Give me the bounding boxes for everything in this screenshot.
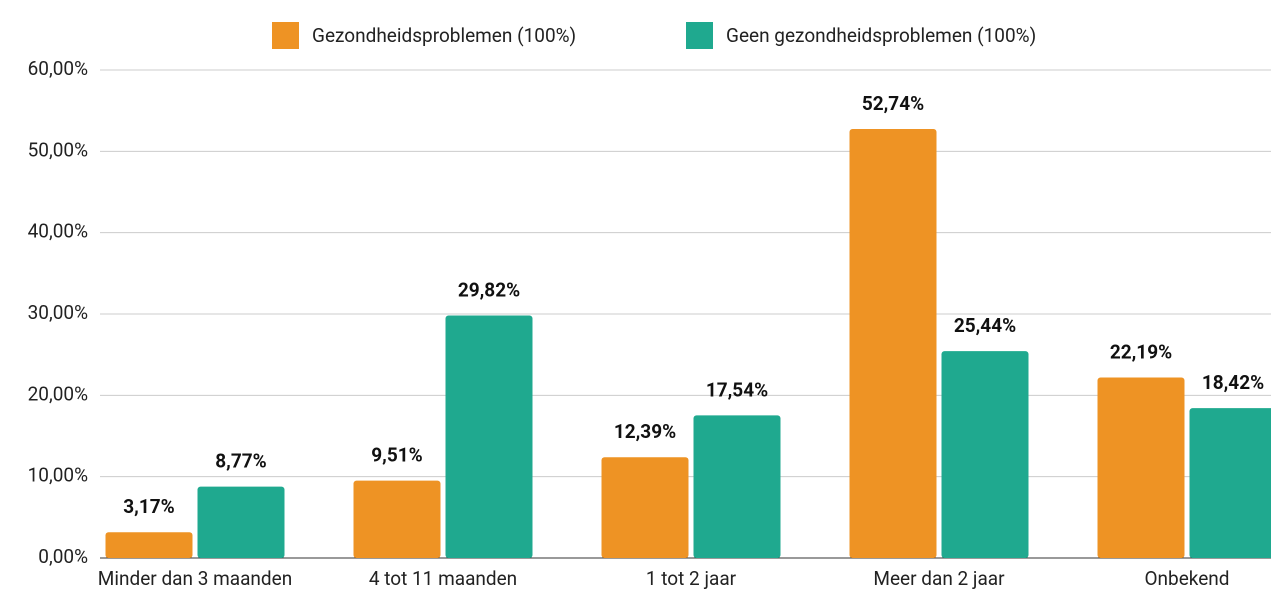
legend-swatch: [686, 22, 713, 49]
data-label: 12,39%: [614, 420, 676, 443]
bar: [445, 315, 533, 558]
data-label: 22,19%: [1110, 341, 1172, 364]
legend-label: Geen gezondheidsproblemen (100%): [726, 24, 1036, 47]
x-tick-label: 1 tot 2 jaar: [646, 567, 737, 590]
legend-swatch: [272, 22, 299, 49]
y-tick-label: 20,00%: [28, 382, 88, 405]
bar: [693, 415, 781, 558]
y-tick-label: 60,00%: [28, 57, 88, 80]
data-label: 17,54%: [706, 378, 768, 401]
bar: [353, 480, 441, 558]
x-tick-label: Minder dan 3 maanden: [98, 567, 292, 590]
bar: [849, 129, 937, 558]
x-tick-label: Meer dan 2 jaar: [873, 567, 1005, 590]
bar: [1189, 408, 1271, 558]
data-label: 25,44%: [954, 314, 1016, 337]
bar: [601, 457, 689, 558]
data-label: 29,82%: [458, 278, 520, 301]
data-label: 52,74%: [862, 92, 924, 115]
y-tick-label: 50,00%: [28, 138, 88, 161]
bar: [1097, 377, 1185, 558]
x-tick-label: Onbekend: [1144, 567, 1229, 590]
bar: [941, 351, 1029, 558]
data-label: 18,42%: [1202, 371, 1264, 394]
data-label: 8,77%: [215, 450, 266, 473]
x-tick-label: 4 tot 11 maanden: [369, 567, 517, 590]
bar: [105, 532, 193, 558]
y-tick-label: 40,00%: [28, 220, 88, 243]
data-label: 3,17%: [123, 495, 174, 518]
bar: [197, 486, 285, 558]
y-tick-label: 0,00%: [38, 545, 88, 568]
y-tick-label: 10,00%: [28, 464, 88, 487]
legend-label: Gezondheidsproblemen (100%): [312, 24, 576, 47]
y-tick-label: 30,00%: [28, 301, 88, 324]
data-label: 9,51%: [371, 444, 422, 467]
